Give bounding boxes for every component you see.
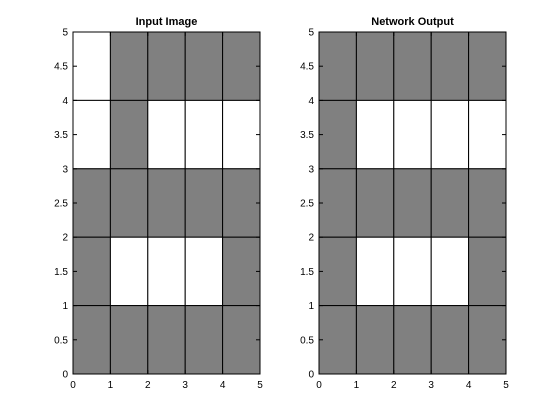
cell-r0-c0 [318,31,357,101]
cell-r4-c2 [393,305,432,375]
cell-r0-c2 [393,31,432,101]
x-tick-label: 0 [316,380,322,391]
y-tick-label: 4 [308,96,314,107]
cell-r3-c1 [109,236,149,307]
cell-r3-c4 [468,236,507,307]
chart-title: Input Image [136,16,198,28]
x-tick-label: 5 [503,380,509,391]
cell-r2-c2 [147,168,186,238]
cell-r1-c2 [393,99,432,170]
cell-r2-c0 [318,168,357,238]
cell-r4-c3 [184,305,224,375]
cell-r3-c0 [72,236,111,307]
cell-r1-c4 [468,99,507,170]
y-tick-label: 2 [308,233,314,244]
y-tick-label: 3.5 [54,130,68,141]
cell-r3-c4 [222,236,261,307]
x-tick-label: 3 [182,380,188,391]
y-tick-label: 0 [308,370,314,381]
cell-r0-c3 [184,31,224,101]
cell-r1-c0 [318,99,357,170]
cell-r0-c4 [222,31,261,101]
cell-r1-c3 [184,99,224,170]
network-output-panel: 0 1 2 3 4 5 0 0.5 1 1.5 2 2.5 3 3.5 4 4.5 5 Network Outpu… [300,16,509,391]
y-tick-label: 1 [308,301,314,312]
cell-r4-c3 [430,305,470,375]
x-tick-label: 2 [391,380,397,391]
cell-r0-c4 [468,31,507,101]
cell-r3-c2 [393,236,432,307]
cell-r4-c0 [318,305,357,375]
cell-r2-c1 [109,168,149,238]
cell-r4-c4 [222,305,261,375]
cell-r4-c0 [72,305,111,375]
cell-r2-c0 [72,168,111,238]
chart-title: Network Output [371,16,454,28]
cell-r3-c0 [318,236,357,307]
cell-r2-c4 [468,168,507,238]
x-tick-label: 3 [428,380,434,391]
cell-r2-c1 [355,168,395,238]
cell-r1-c1 [355,99,395,170]
x-tick-label: 4 [220,380,226,391]
y-tick-label: 3 [62,164,68,175]
cell-r0-c0 [72,31,111,101]
cell-r4-c1 [355,305,395,375]
y-tick-label: 3.5 [300,130,314,141]
y-tick-label: 0 [62,370,68,381]
cell-r3-c3 [430,236,470,307]
y-tick-label: 5 [308,28,314,39]
x-tick-label: 2 [145,380,151,391]
y-tick-label: 1.5 [300,267,314,278]
cell-r2-c4 [222,168,261,238]
cell-r1-c2 [147,99,186,170]
y-tick-label: 0.5 [300,335,314,346]
cell-r3-c2 [147,236,186,307]
y-tick-label: 0.5 [54,335,68,346]
cell-r0-c1 [109,31,149,101]
input-image-panel: 0 1 2 3 4 5 0 0.5 1 1.5 2 2.5 3 3.5 4 4.5 5 Input Image [54,16,263,391]
cell-r3-c1 [355,236,395,307]
cell-r1-c3 [430,99,470,170]
cell-r4-c1 [109,305,149,375]
cell-r4-c4 [468,305,507,375]
cell-r0-c1 [355,31,395,101]
x-tick-label: 4 [466,380,472,391]
y-tick-label: 1 [62,301,68,312]
x-tick-label: 1 [108,380,114,391]
y-tick-label: 4 [62,96,68,107]
cell-r2-c2 [393,168,432,238]
y-tick-label: 4.5 [54,62,68,73]
x-tick-label: 5 [257,380,263,391]
cell-r0-c3 [430,31,470,101]
y-tick-label: 3 [308,164,314,175]
y-tick-label: 2.5 [300,199,314,210]
x-tick-label: 1 [354,380,360,391]
y-tick-label: 2.5 [54,199,68,210]
cell-r3-c3 [184,236,224,307]
y-tick-label: 4.5 [300,62,314,73]
cell-r1-c1 [109,99,149,170]
cell-r1-c4 [222,99,261,170]
y-tick-label: 5 [62,28,68,39]
cell-r0-c2 [147,31,186,101]
cell-r2-c3 [184,168,224,238]
cell-r2-c3 [430,168,470,238]
cell-r4-c2 [147,305,186,375]
cell-r1-c0 [72,99,111,170]
y-tick-label: 1.5 [54,267,68,278]
y-tick-label: 2 [62,233,68,244]
x-tick-label: 0 [70,380,76,391]
